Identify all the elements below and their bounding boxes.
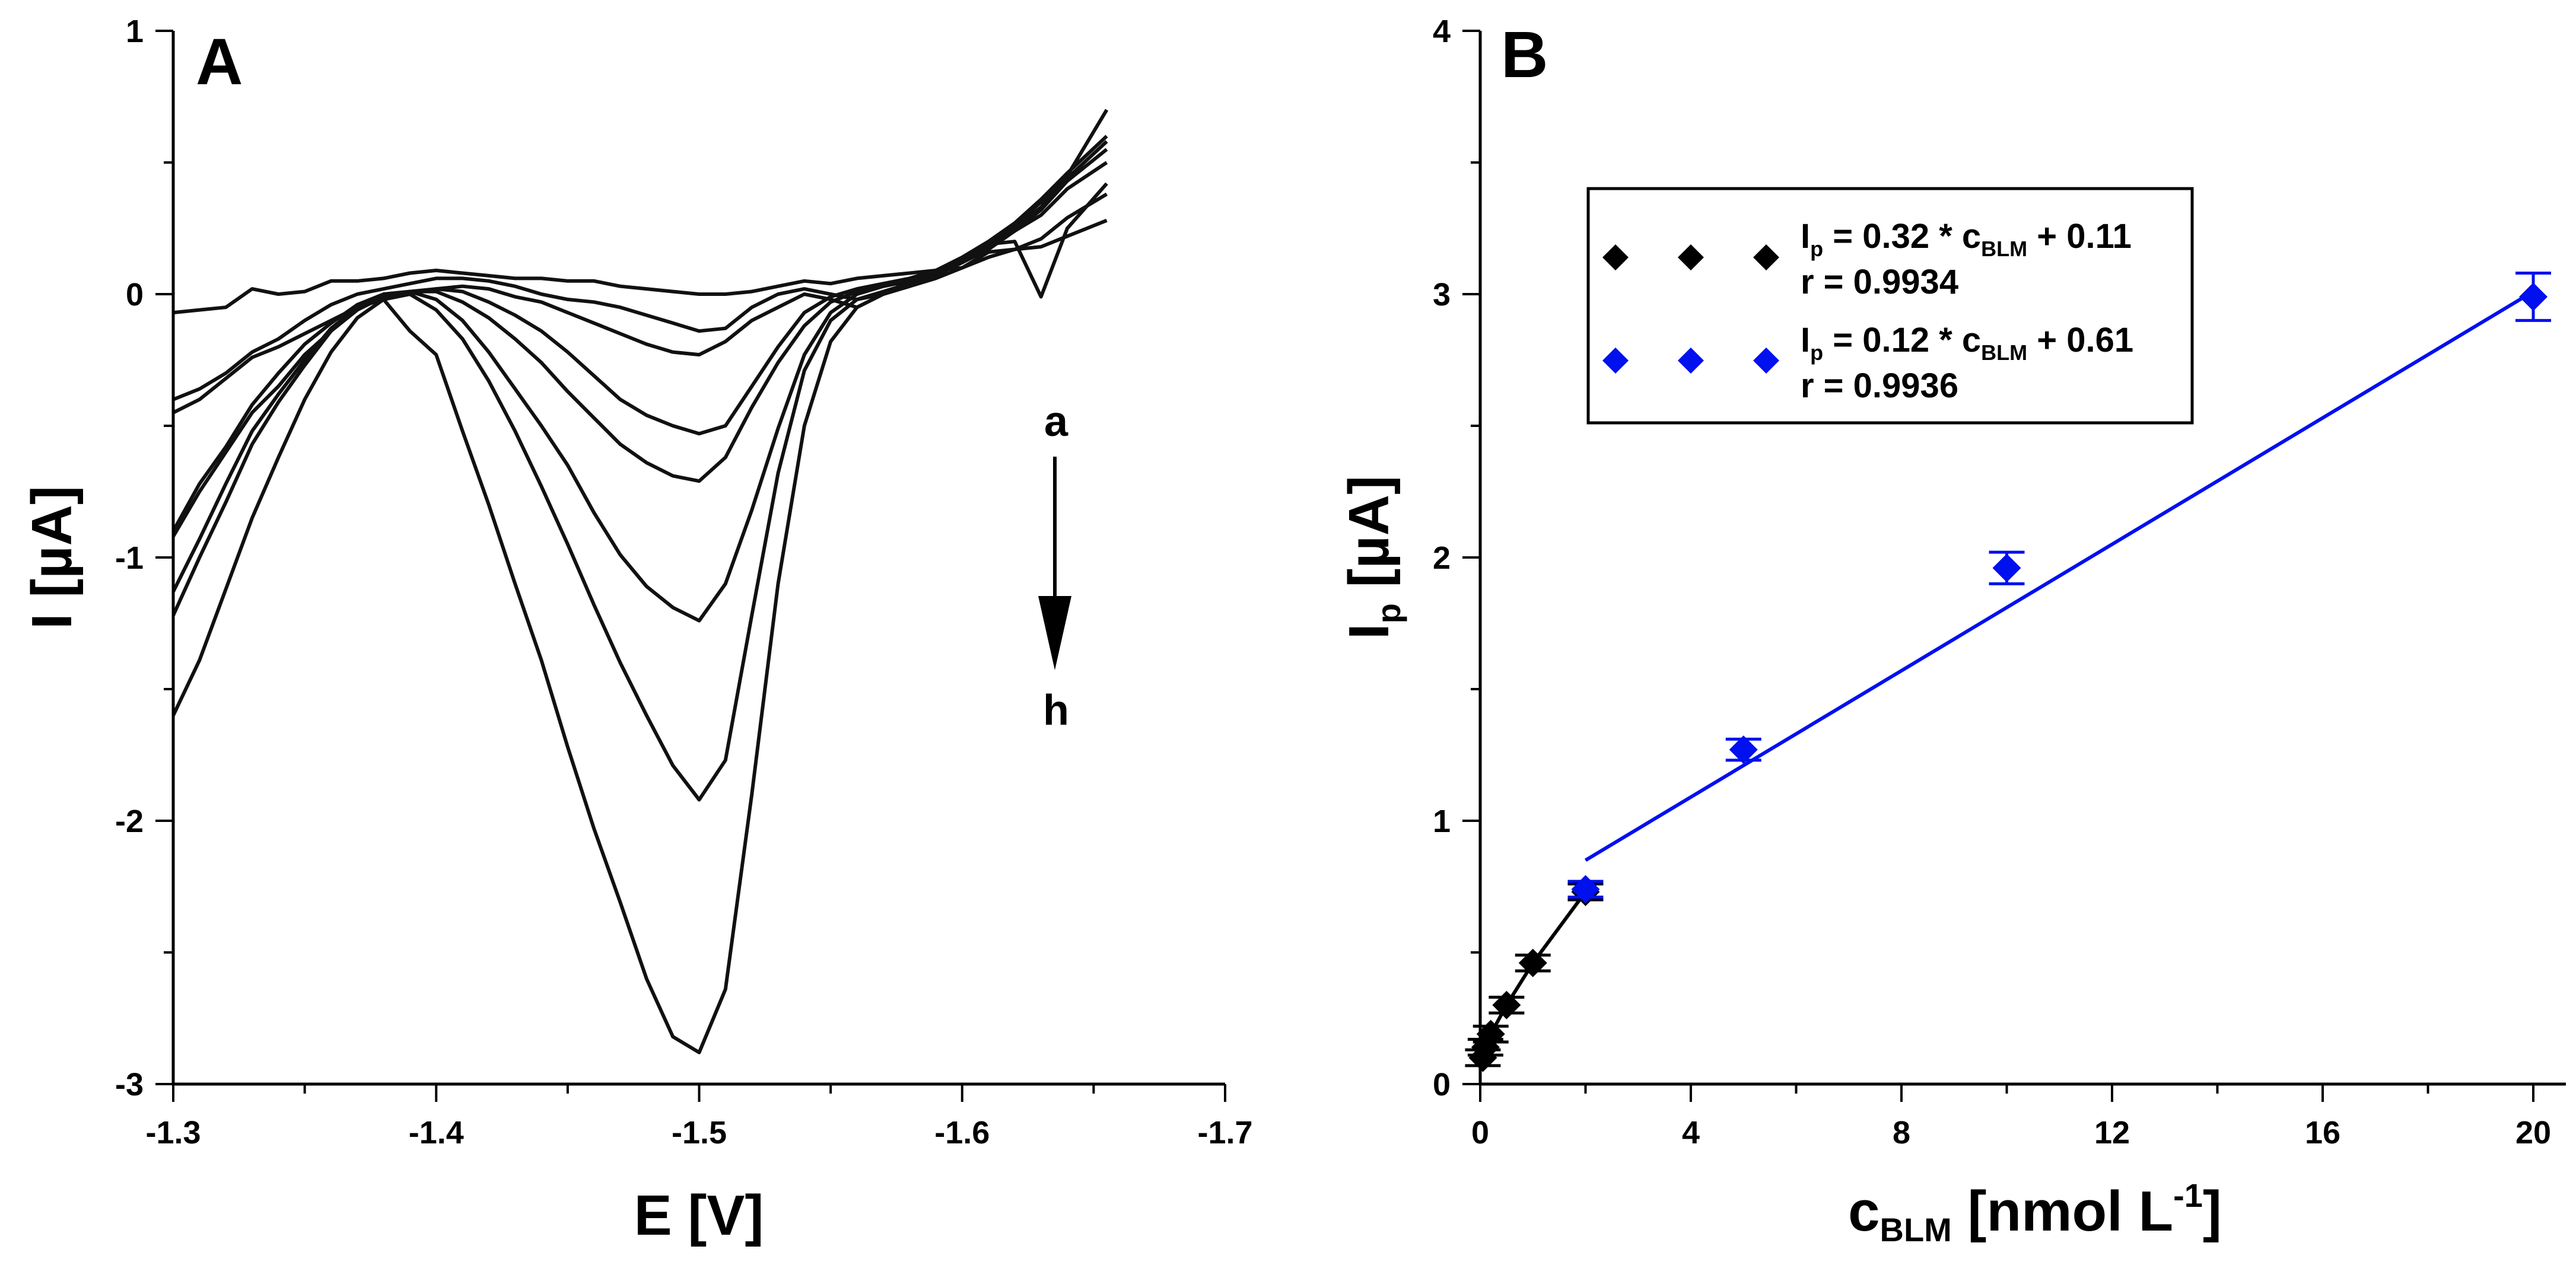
legend-marker <box>1602 244 1629 270</box>
legend-symbol: I <box>1801 321 1810 359</box>
data-point-black <box>1476 1019 1505 1049</box>
series-line-g <box>171 140 1108 802</box>
x-tick-label: -1.3 <box>145 1115 201 1151</box>
legend-equation: = 0.12 * c <box>1823 321 1981 359</box>
legend-subscript: BLM <box>1981 237 2027 261</box>
data-point-blue <box>1729 735 1758 764</box>
legend-symbol: I <box>1801 217 1810 256</box>
legend-r-black: r = 0.9934 <box>1801 263 1958 301</box>
x-ticks: -1.3 -1.4 -1.5 -1.6 -1.7 <box>145 1084 1253 1151</box>
data-point-blue <box>2519 282 2548 311</box>
x-tick-label: 0 <box>1471 1115 1489 1151</box>
data-point-black <box>1492 990 1521 1019</box>
y-axis-label: Ip [µA] <box>1337 476 1407 639</box>
legend-equation-black: Ip = 0.32 * cBLM + 0.11 <box>1801 217 2132 261</box>
series-line-b <box>172 192 1108 401</box>
y-tick-label: 2 <box>1433 540 1451 576</box>
data-points <box>1465 271 2551 1072</box>
data-point-black <box>1518 948 1547 977</box>
legend-tail: + 0.11 <box>2027 217 2132 256</box>
x-tick-label: 4 <box>1682 1115 1700 1151</box>
y-tick-label: -3 <box>115 1067 144 1102</box>
series-line-h <box>171 109 1109 1054</box>
x-tick-label: -1.6 <box>934 1115 990 1151</box>
x-tick-label: 16 <box>2305 1115 2340 1151</box>
panel-label-a: A <box>196 26 243 98</box>
legend-equation: = 0.32 * c <box>1823 217 1981 256</box>
x-tick-label: 8 <box>1893 1115 1910 1151</box>
y-ticks: -3 -2 -1 0 1 <box>115 14 173 1102</box>
legend-subscript: p <box>1810 340 1823 365</box>
panel-a: -1.3 -1.4 -1.5 -1.6 -1.7 -3 -2 -1 0 1 A E [V] I … <box>20 14 1253 1247</box>
legend-box <box>1586 187 2194 425</box>
data-point-blue <box>1992 553 2021 582</box>
x-label-symbol: c <box>1848 1180 1879 1243</box>
x-label-superscript: -1 <box>2173 1177 2203 1214</box>
x-tick-label: 12 <box>2094 1115 2130 1151</box>
y-ticks: 0 1 2 3 4 <box>1433 14 1480 1102</box>
y-tick-label: 1 <box>1433 804 1451 839</box>
legend-entry-blue: Ip = 0.12 * cBLM + 0.61 r = 0.9936 <box>1602 321 2133 405</box>
y-tick-label: 1 <box>126 14 144 49</box>
x-tick-label: 20 <box>2515 1115 2551 1151</box>
arrow-label-a: a <box>1044 398 1068 445</box>
x-ticks: 0 4 8 12 16 20 <box>1471 1084 2551 1151</box>
legend-marker <box>1753 348 1779 374</box>
legend-subscript: BLM <box>1981 340 2027 365</box>
y-axis-label: I [µA] <box>20 486 84 629</box>
x-tick-label: -1.7 <box>1197 1115 1252 1151</box>
arrow-head <box>1038 596 1071 670</box>
x-label-close: ] <box>2203 1180 2222 1243</box>
legend-marker <box>1753 244 1779 270</box>
x-label-subscript: BLM <box>1880 1211 1952 1248</box>
legend-entry-black: Ip = 0.32 * cBLM + 0.11 r = 0.9934 <box>1602 217 2132 301</box>
panel-label-b: B <box>1501 18 1548 91</box>
legend-subscript: p <box>1810 237 1823 261</box>
data-point-blue <box>1571 875 1600 904</box>
y-tick-label: 0 <box>126 277 144 313</box>
y-tick-label: 3 <box>1433 277 1451 313</box>
x-tick-label: -1.5 <box>672 1115 727 1151</box>
series-line-c <box>172 182 1108 415</box>
x-axis-label: cBLM [nmol L-1] <box>1848 1177 2222 1248</box>
y-tick-label: -1 <box>115 540 144 576</box>
legend-marker <box>1602 348 1629 374</box>
y-label-symbol: I <box>1337 623 1401 639</box>
y-tick-label: -2 <box>115 804 144 839</box>
y-label-subscript: p <box>1370 603 1407 623</box>
curve-group <box>171 109 1109 1054</box>
legend-tail: + 0.61 <box>2027 321 2133 359</box>
y-label-unit: [µA] <box>1337 476 1401 603</box>
x-label-unit: [nmol L <box>1952 1180 2173 1243</box>
y-tick-label: 4 <box>1433 14 1451 49</box>
x-axis-label: E [V] <box>634 1184 764 1247</box>
arrow-label-h: h <box>1043 687 1069 734</box>
legend-marker <box>1678 348 1704 374</box>
fit-line-blue <box>1584 289 2534 862</box>
legend-equation-blue: Ip = 0.12 * cBLM + 0.61 <box>1801 321 2133 365</box>
series-line-f <box>171 135 1108 623</box>
x-tick-label: -1.4 <box>409 1115 464 1151</box>
legend-marker <box>1678 244 1704 270</box>
legend-r-blue: r = 0.9936 <box>1801 367 1958 405</box>
legend: Ip = 0.32 * cBLM + 0.11 r = 0.9934 Ip = … <box>1586 187 2194 425</box>
y-tick-label: 0 <box>1433 1067 1451 1102</box>
